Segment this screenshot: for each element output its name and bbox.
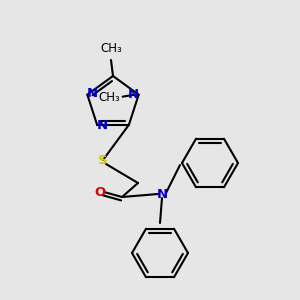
Text: N: N bbox=[156, 188, 168, 200]
Text: N: N bbox=[87, 87, 98, 100]
Text: S: S bbox=[98, 154, 108, 166]
Text: O: O bbox=[94, 185, 106, 199]
Text: N: N bbox=[97, 119, 108, 132]
Text: N: N bbox=[128, 88, 139, 101]
Text: CH₃: CH₃ bbox=[100, 42, 122, 55]
Text: CH₃: CH₃ bbox=[98, 91, 120, 104]
